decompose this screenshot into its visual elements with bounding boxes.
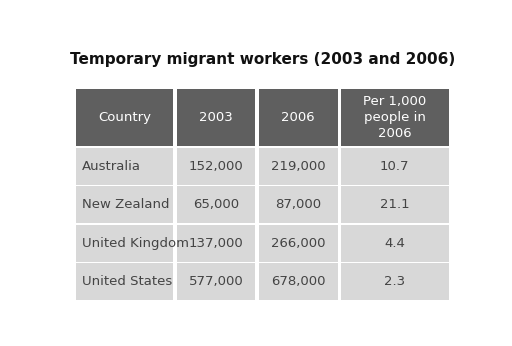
Bar	[76, 90, 174, 146]
Bar	[177, 90, 255, 146]
Bar	[340, 90, 449, 146]
Bar	[76, 186, 174, 223]
Text: Country: Country	[98, 111, 151, 125]
Text: 577,000: 577,000	[189, 275, 243, 288]
Text: 219,000: 219,000	[271, 160, 326, 173]
Text: United States: United States	[82, 275, 172, 288]
Bar	[340, 148, 449, 185]
Bar	[259, 263, 337, 300]
Bar	[76, 148, 174, 185]
Bar	[340, 225, 449, 262]
Bar	[259, 90, 337, 146]
Text: 10.7: 10.7	[380, 160, 410, 173]
Text: 2006: 2006	[281, 111, 315, 125]
Text: 2.3: 2.3	[384, 275, 406, 288]
Bar	[76, 225, 174, 262]
Text: Australia: Australia	[82, 160, 141, 173]
Text: 266,000: 266,000	[271, 237, 325, 250]
Bar	[259, 225, 337, 262]
Text: 678,000: 678,000	[271, 275, 325, 288]
Bar	[177, 148, 255, 185]
Text: 137,000: 137,000	[189, 237, 243, 250]
Text: United Kingdom: United Kingdom	[82, 237, 189, 250]
Text: Temporary migrant workers (2003 and 2006): Temporary migrant workers (2003 and 2006…	[70, 52, 455, 67]
Text: 2003: 2003	[199, 111, 233, 125]
Bar	[259, 148, 337, 185]
Text: 65,000: 65,000	[193, 198, 239, 211]
Bar	[177, 263, 255, 300]
Bar	[340, 263, 449, 300]
Text: 87,000: 87,000	[275, 198, 321, 211]
Text: 152,000: 152,000	[189, 160, 243, 173]
Text: 21.1: 21.1	[380, 198, 410, 211]
Bar	[177, 225, 255, 262]
Bar	[177, 186, 255, 223]
Bar	[340, 186, 449, 223]
Text: New Zealand: New Zealand	[82, 198, 169, 211]
Text: Per 1,000
people in
2006: Per 1,000 people in 2006	[363, 95, 426, 140]
Text: 4.4: 4.4	[385, 237, 406, 250]
Bar	[76, 263, 174, 300]
Bar	[259, 186, 337, 223]
